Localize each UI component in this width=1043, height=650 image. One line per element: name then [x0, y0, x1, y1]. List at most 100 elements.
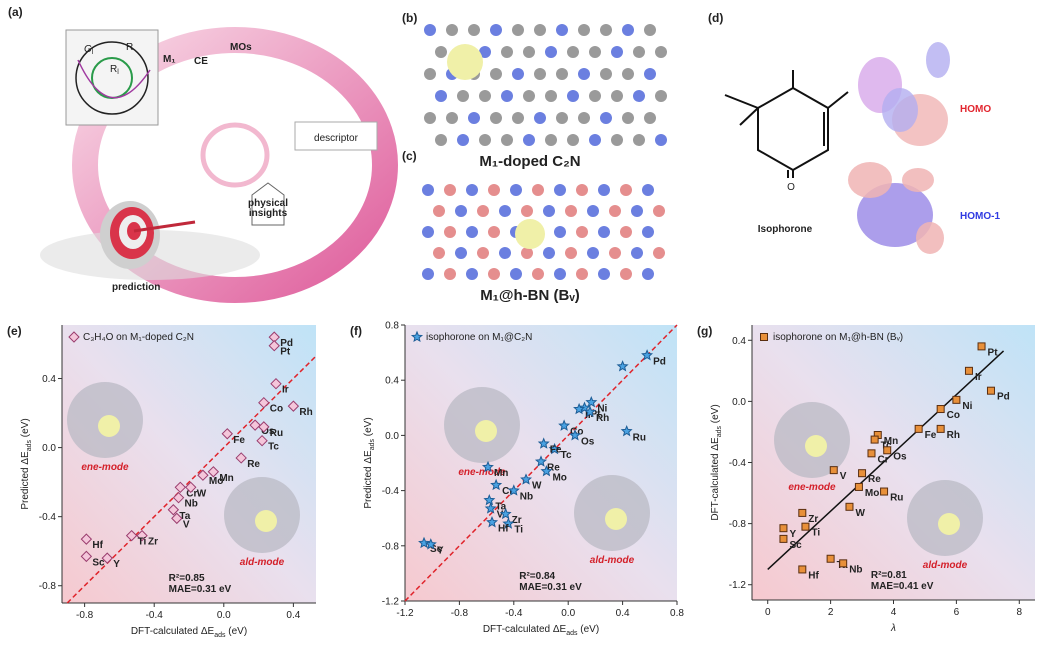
metal-atom: [447, 44, 483, 80]
homo-label: HOMO: [960, 104, 991, 115]
point-label: Ni: [962, 401, 972, 412]
point: [235, 452, 247, 464]
ring-label: MOs: [230, 42, 252, 53]
point-label: Tc: [268, 442, 279, 453]
atom: [622, 112, 634, 124]
inset-label: ene-mode: [458, 467, 506, 478]
point: [125, 529, 138, 542]
point: [537, 437, 550, 449]
point: [258, 396, 270, 409]
point-label: Mo: [552, 472, 566, 483]
point: [585, 395, 598, 408]
point-label: Ir: [282, 385, 289, 396]
inset-atom: [805, 435, 827, 457]
atom: [422, 184, 434, 196]
point-label: Pd: [653, 356, 666, 367]
text: l: [92, 49, 94, 56]
atom: [543, 247, 555, 259]
atom: [642, 184, 654, 196]
point: [977, 342, 986, 351]
x-tick-label: 2: [828, 607, 834, 618]
point: [826, 554, 835, 563]
point-label: Ru: [633, 432, 646, 443]
atom: [466, 226, 478, 238]
point-label: Y: [437, 545, 444, 556]
panel-d: (d) O Isophorone HOMO HOMO-1: [708, 11, 1000, 254]
point: [507, 484, 520, 496]
atom: [565, 205, 577, 217]
point-label: W: [532, 481, 542, 492]
point-label: Tc: [561, 450, 572, 461]
point: [798, 508, 807, 517]
point: [798, 565, 807, 574]
annotation: MAE=0.31 eV: [169, 584, 232, 595]
atom: [457, 90, 469, 102]
x-tick-label: 8: [1016, 607, 1022, 618]
atom: [545, 134, 557, 146]
atom: [455, 205, 467, 217]
inset-atom: [475, 420, 497, 442]
legend-label: isophorone on M₁@h-BN (Bᵥ): [773, 332, 903, 343]
atom: [490, 24, 502, 36]
atom: [556, 68, 568, 80]
point: [779, 524, 788, 533]
atom: [600, 24, 612, 36]
y-tick-label: -1.2: [382, 597, 400, 608]
hbn-lattice: [422, 184, 665, 280]
atom: [576, 226, 588, 238]
point-label: Ni: [597, 403, 607, 414]
atom: [510, 184, 522, 196]
axis-label-part: (eV): [710, 404, 721, 426]
annotation: R²=0.85: [169, 573, 205, 584]
x-tick-label: 0.8: [670, 608, 684, 619]
point: [167, 504, 180, 516]
point: [424, 538, 437, 550]
point-label: Nb: [520, 492, 533, 503]
x-tick-label: -0.8: [76, 610, 94, 621]
point-label: Pt: [280, 347, 291, 358]
point: [845, 502, 854, 511]
point-label: Zr: [148, 537, 158, 548]
text: l: [117, 69, 119, 76]
card-circle: [75, 41, 149, 115]
atom: [633, 90, 645, 102]
point-label: Sc: [789, 540, 802, 551]
orbital: [882, 88, 918, 132]
point: [829, 466, 838, 475]
atom: [477, 205, 489, 217]
point-label: Co: [270, 404, 283, 415]
point-label: Sc: [92, 557, 105, 568]
point-label: Ti: [514, 525, 523, 536]
point: [221, 428, 233, 440]
atom: [435, 46, 447, 58]
atom: [444, 226, 456, 238]
inset-atom: [98, 415, 120, 437]
atom: [455, 247, 467, 259]
panel-label: (g): [697, 324, 712, 338]
y-tick-label: -0.8: [382, 541, 400, 552]
legend-marker: [68, 331, 80, 343]
atom: [446, 24, 458, 36]
atom: [609, 247, 621, 259]
homo1-label: HOMO-1: [960, 211, 1000, 222]
point-label: Y: [789, 529, 796, 540]
point-label: Ru: [270, 428, 283, 439]
point-label: Ta: [179, 511, 190, 522]
point: [964, 366, 973, 375]
atom: [622, 24, 634, 36]
point-label: Mn: [884, 436, 898, 447]
point: [779, 534, 788, 543]
point: [914, 424, 923, 433]
point-label: Fe: [550, 445, 562, 456]
point: [481, 460, 494, 473]
atom: [422, 268, 434, 280]
insights: insights: [249, 208, 288, 219]
atom: [611, 46, 623, 58]
c2n-lattice: [424, 24, 667, 146]
point-label: Rh: [596, 413, 609, 424]
atom: [589, 90, 601, 102]
point: [854, 482, 863, 491]
inset-atom: [605, 508, 627, 530]
point: [270, 378, 282, 390]
point-label: Tc: [881, 441, 892, 452]
